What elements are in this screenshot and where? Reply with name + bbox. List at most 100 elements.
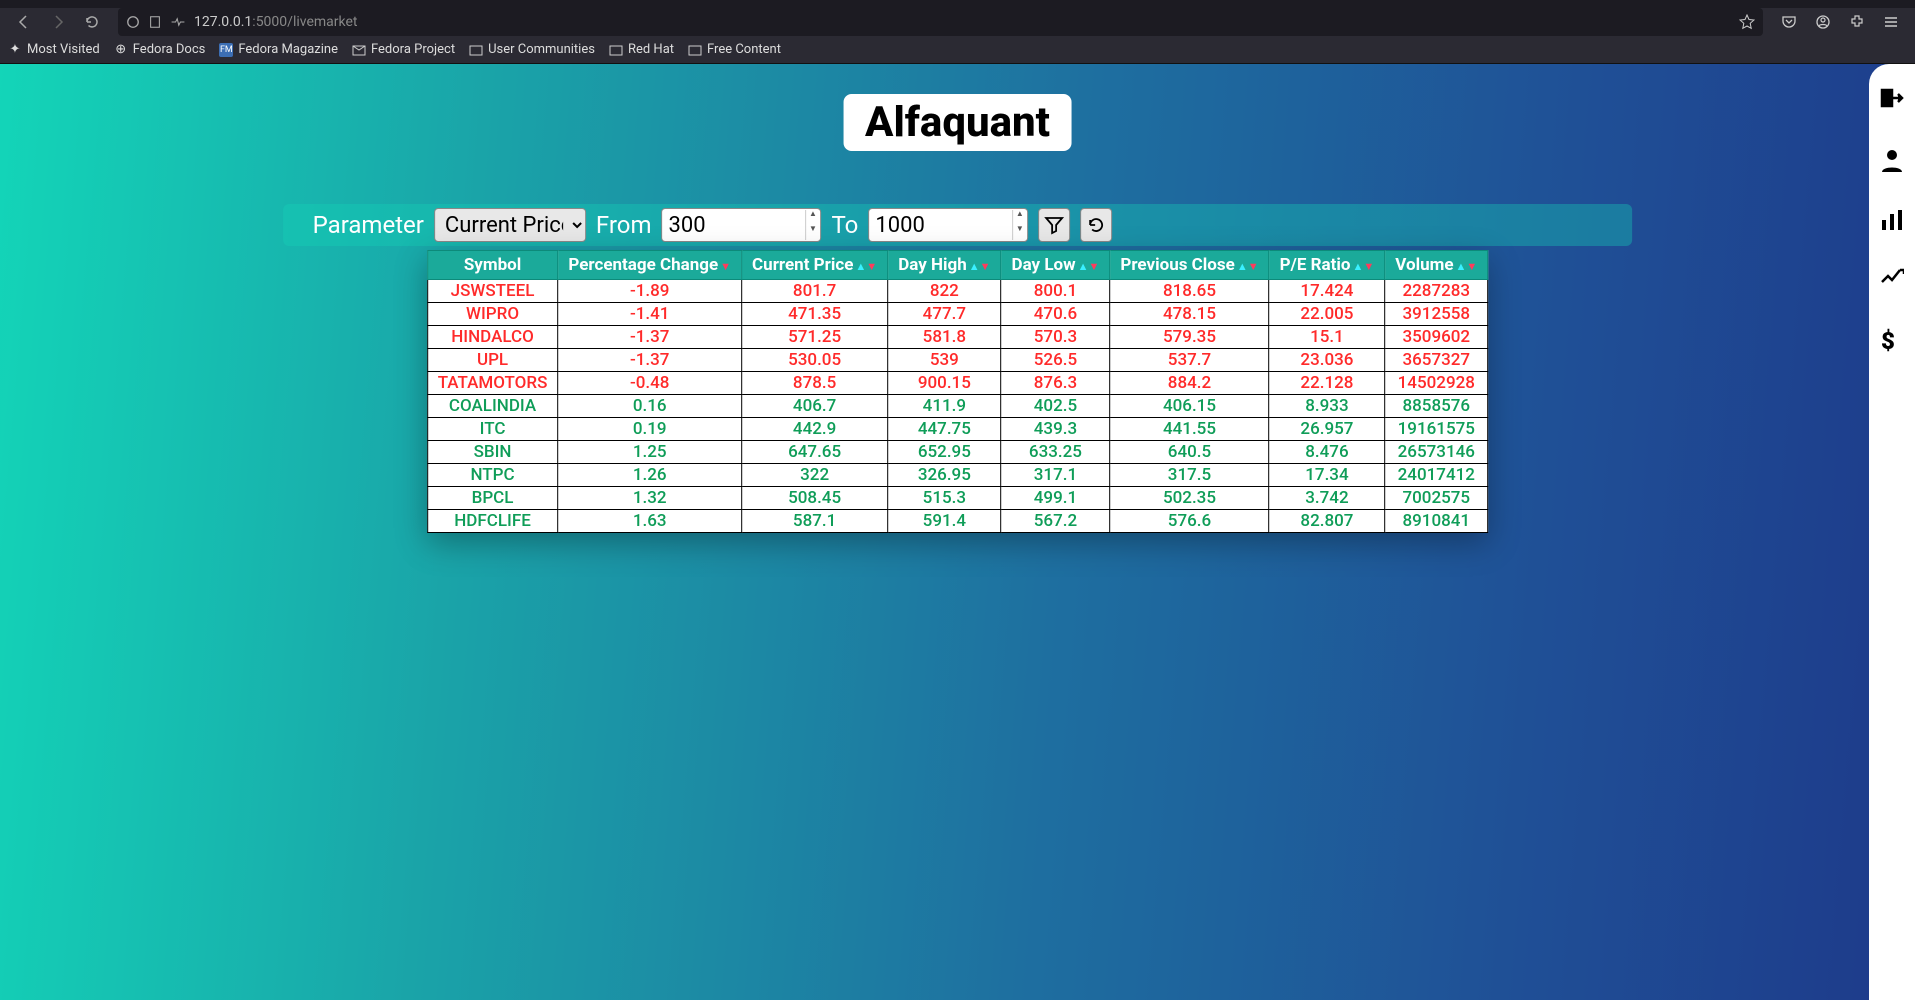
extensions-button[interactable] bbox=[1841, 8, 1873, 36]
table-cell: 326.95 bbox=[888, 464, 1001, 487]
table-cell: 576.6 bbox=[1110, 510, 1269, 533]
shield-icon bbox=[126, 15, 140, 29]
table-cell: 22.128 bbox=[1269, 372, 1385, 395]
table-cell: 537.7 bbox=[1110, 349, 1269, 372]
table-cell: 317.5 bbox=[1110, 464, 1269, 487]
logout-icon[interactable] bbox=[1880, 88, 1904, 112]
table-cell: UPL bbox=[427, 349, 558, 372]
table-cell: 17.424 bbox=[1269, 280, 1385, 303]
table-row[interactable]: NTPC1.26322326.95317.1317.517.3424017412 bbox=[427, 464, 1488, 487]
profile-icon[interactable] bbox=[1880, 148, 1904, 172]
table-row[interactable]: BPCL1.32508.45515.3499.1502.353.74270025… bbox=[427, 487, 1488, 510]
table-cell: 477.7 bbox=[888, 303, 1001, 326]
table-cell: 322 bbox=[742, 464, 888, 487]
table-cell: 8858576 bbox=[1385, 395, 1488, 418]
page-content: Alfaquant $ Parameter Current Price From… bbox=[0, 64, 1915, 1000]
menu-button[interactable] bbox=[1875, 8, 1907, 36]
table-cell: 82.807 bbox=[1269, 510, 1385, 533]
reset-button[interactable] bbox=[1080, 208, 1112, 242]
table-cell: 1.32 bbox=[558, 487, 742, 510]
table-row[interactable]: UPL-1.37530.05539526.5537.723.0363657327 bbox=[427, 349, 1488, 372]
market-table: SymbolPercentage Change▼Current Price▲▼D… bbox=[427, 250, 1489, 533]
pocket-button[interactable] bbox=[1773, 8, 1805, 36]
table-cell: 14502928 bbox=[1385, 372, 1488, 395]
from-spinner[interactable]: ▲▼ bbox=[806, 210, 820, 240]
bookmark-most-visited[interactable]: ✦Most Visited bbox=[8, 42, 100, 57]
table-cell: 8.933 bbox=[1269, 395, 1385, 418]
table-row[interactable]: WIPRO-1.41471.35477.7470.6478.1522.00539… bbox=[427, 303, 1488, 326]
bookmark-fedora-project[interactable]: Fedora Project bbox=[352, 42, 455, 57]
parameter-label: Parameter bbox=[313, 211, 424, 239]
col-percentage-change[interactable]: Percentage Change▼ bbox=[558, 251, 742, 280]
table-header-row: SymbolPercentage Change▼Current Price▲▼D… bbox=[427, 251, 1488, 280]
table-row[interactable]: JSWSTEEL-1.89801.7822800.1818.6517.42422… bbox=[427, 280, 1488, 303]
col-symbol[interactable]: Symbol bbox=[427, 251, 558, 280]
col-day-low[interactable]: Day Low▲▼ bbox=[1001, 251, 1110, 280]
bookmark-fedora-docs[interactable]: ⊕Fedora Docs bbox=[114, 42, 206, 57]
page-icon bbox=[148, 15, 162, 29]
table-row[interactable]: HDFCLIFE1.63587.1591.4567.2576.682.80789… bbox=[427, 510, 1488, 533]
table-cell: 801.7 bbox=[742, 280, 888, 303]
table-cell: 17.34 bbox=[1269, 464, 1385, 487]
table-row[interactable]: COALINDIA0.16406.7411.9402.5406.158.9338… bbox=[427, 395, 1488, 418]
reload-button[interactable] bbox=[76, 8, 108, 36]
filter-bar: Parameter Current Price From ▲▼ To ▲▼ bbox=[283, 204, 1633, 246]
side-rail: $ bbox=[1869, 64, 1915, 1000]
bookmark-red-hat[interactable]: Red Hat bbox=[609, 42, 674, 57]
table-cell: HDFCLIFE bbox=[427, 510, 558, 533]
table-cell: 8910841 bbox=[1385, 510, 1488, 533]
from-input[interactable] bbox=[662, 208, 822, 242]
table-cell: 1.63 bbox=[558, 510, 742, 533]
to-label: To bbox=[832, 211, 859, 239]
forward-button[interactable] bbox=[42, 8, 74, 36]
table-cell: 441.55 bbox=[1110, 418, 1269, 441]
trend-icon[interactable] bbox=[1880, 268, 1904, 292]
col-current-price[interactable]: Current Price▲▼ bbox=[742, 251, 888, 280]
col-volume[interactable]: Volume▲▼ bbox=[1385, 251, 1488, 280]
table-cell: 2287283 bbox=[1385, 280, 1488, 303]
page-title: Alfaquant bbox=[843, 94, 1072, 151]
table-cell: 876.3 bbox=[1001, 372, 1110, 395]
to-input[interactable] bbox=[868, 208, 1028, 242]
url-bar[interactable]: 127.0.0.1:5000/livemarket bbox=[118, 8, 1763, 36]
table-cell: 470.6 bbox=[1001, 303, 1110, 326]
tab-strip bbox=[0, 0, 1915, 8]
table-cell: 499.1 bbox=[1001, 487, 1110, 510]
col-day-high[interactable]: Day High▲▼ bbox=[888, 251, 1001, 280]
table-cell: 581.8 bbox=[888, 326, 1001, 349]
table-cell: 587.1 bbox=[742, 510, 888, 533]
table-cell: 526.5 bbox=[1001, 349, 1110, 372]
table-row[interactable]: HINDALCO-1.37571.25581.8570.3579.3515.13… bbox=[427, 326, 1488, 349]
table-cell: 24017412 bbox=[1385, 464, 1488, 487]
table-cell: 800.1 bbox=[1001, 280, 1110, 303]
table-row[interactable]: SBIN1.25647.65652.95633.25640.58.4762657… bbox=[427, 441, 1488, 464]
bookmark-user-communities[interactable]: User Communities bbox=[469, 42, 595, 57]
table-cell: -1.37 bbox=[558, 326, 742, 349]
account-button[interactable] bbox=[1807, 8, 1839, 36]
table-cell: -1.41 bbox=[558, 303, 742, 326]
table-row[interactable]: ITC0.19442.9447.75439.3441.5526.95719161… bbox=[427, 418, 1488, 441]
parameter-select[interactable]: Current Price bbox=[434, 208, 586, 242]
table-row[interactable]: TATAMOTORS-0.48878.5900.15876.3884.222.1… bbox=[427, 372, 1488, 395]
back-button[interactable] bbox=[8, 8, 40, 36]
table-cell: 3912558 bbox=[1385, 303, 1488, 326]
table-cell: SBIN bbox=[427, 441, 558, 464]
table-cell: HINDALCO bbox=[427, 326, 558, 349]
table-cell: 571.25 bbox=[742, 326, 888, 349]
table-cell: -0.48 bbox=[558, 372, 742, 395]
svg-text:$: $ bbox=[1881, 328, 1895, 354]
table-cell: 818.65 bbox=[1110, 280, 1269, 303]
table-cell: 567.2 bbox=[1001, 510, 1110, 533]
bookmark-free-content[interactable]: Free Content bbox=[688, 42, 781, 57]
col-p-e-ratio[interactable]: P/E Ratio▲▼ bbox=[1269, 251, 1385, 280]
table-cell: 439.3 bbox=[1001, 418, 1110, 441]
chart-icon[interactable] bbox=[1880, 208, 1904, 232]
to-spinner[interactable]: ▲▼ bbox=[1012, 210, 1026, 240]
col-previous-close[interactable]: Previous Close▲▼ bbox=[1110, 251, 1269, 280]
browser-chrome: 127.0.0.1:5000/livemarket ✦Most Visited … bbox=[0, 0, 1915, 64]
star-icon[interactable] bbox=[1739, 14, 1755, 30]
dollar-icon[interactable]: $ bbox=[1880, 328, 1904, 352]
filter-button[interactable] bbox=[1038, 208, 1070, 242]
bookmark-fedora-magazine[interactable]: FMFedora Magazine bbox=[219, 42, 338, 57]
table-cell: 652.95 bbox=[888, 441, 1001, 464]
